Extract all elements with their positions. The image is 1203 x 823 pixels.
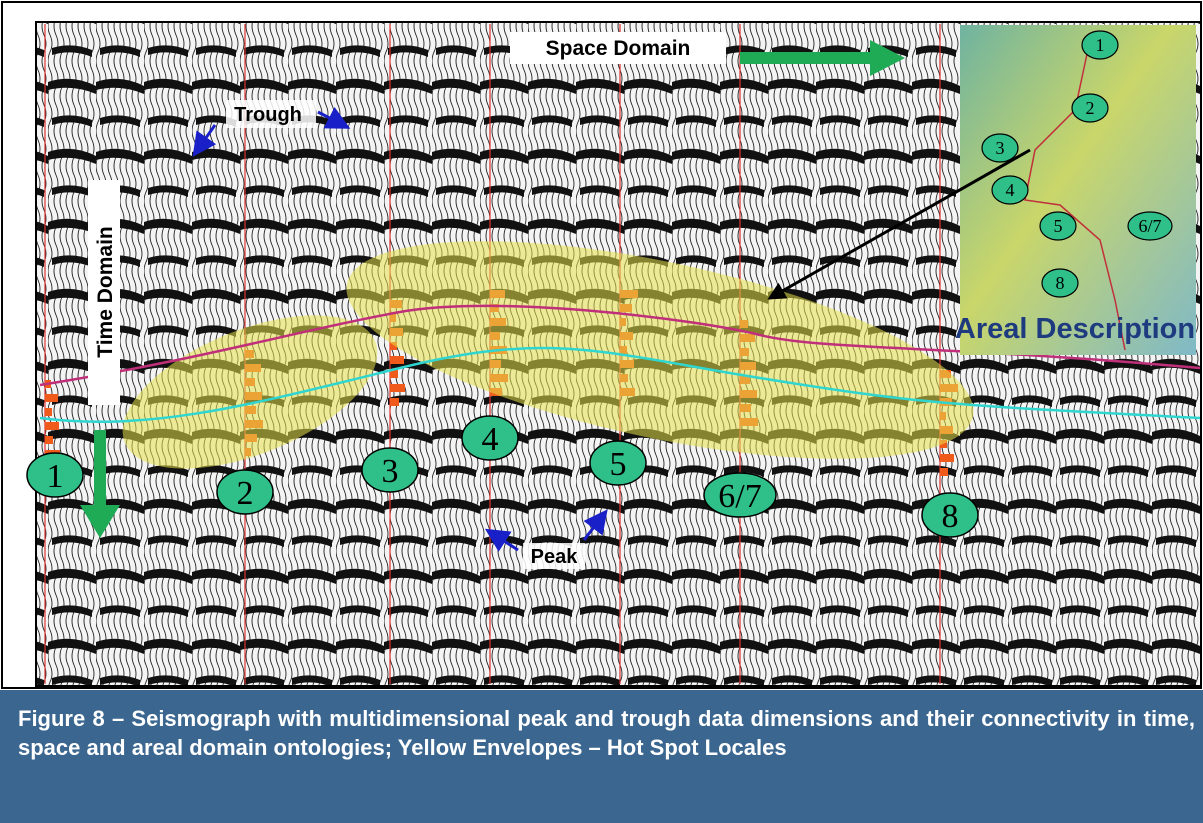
inset-label: 3 [996,138,1005,158]
well-log [390,398,399,406]
inset-label: 6/7 [1138,216,1161,236]
well-label: 5 [610,446,627,483]
well-label: 1 [47,458,64,495]
well-log [45,394,58,402]
trough-label: Trough [234,104,302,126]
inset-label: 1 [1096,35,1105,55]
areal-label: Areal Description [955,313,1195,345]
time-label: Time Domain [94,226,117,357]
inset-label: 8 [1056,273,1065,293]
inset-label: 5 [1054,216,1063,236]
well-log [390,356,404,364]
caption: Figure 8 – Seismograph with multidimensi… [18,704,1195,762]
space-label: Space Domain [546,37,691,60]
well-label: 6/7 [718,478,761,515]
inset-label: 4 [1006,180,1015,200]
figure: Areal Description Space Domain Time Doma… [0,0,1203,823]
well-label: 2 [237,475,254,512]
well-label: 8 [942,498,959,535]
well-log [940,454,954,462]
peak-label: Peak [531,546,579,568]
well-label: 3 [382,453,399,490]
well-log [45,436,53,444]
well-log [390,384,405,392]
well-log [45,422,59,430]
well-log [45,408,52,416]
caption-band: Figure 8 – Seismograph with multidimensi… [0,690,1203,823]
inset-label: 2 [1086,98,1095,118]
well-label: 4 [482,421,499,458]
seismograph: Areal Description Space Domain Time Doma… [0,0,1203,690]
well-log [940,468,948,476]
